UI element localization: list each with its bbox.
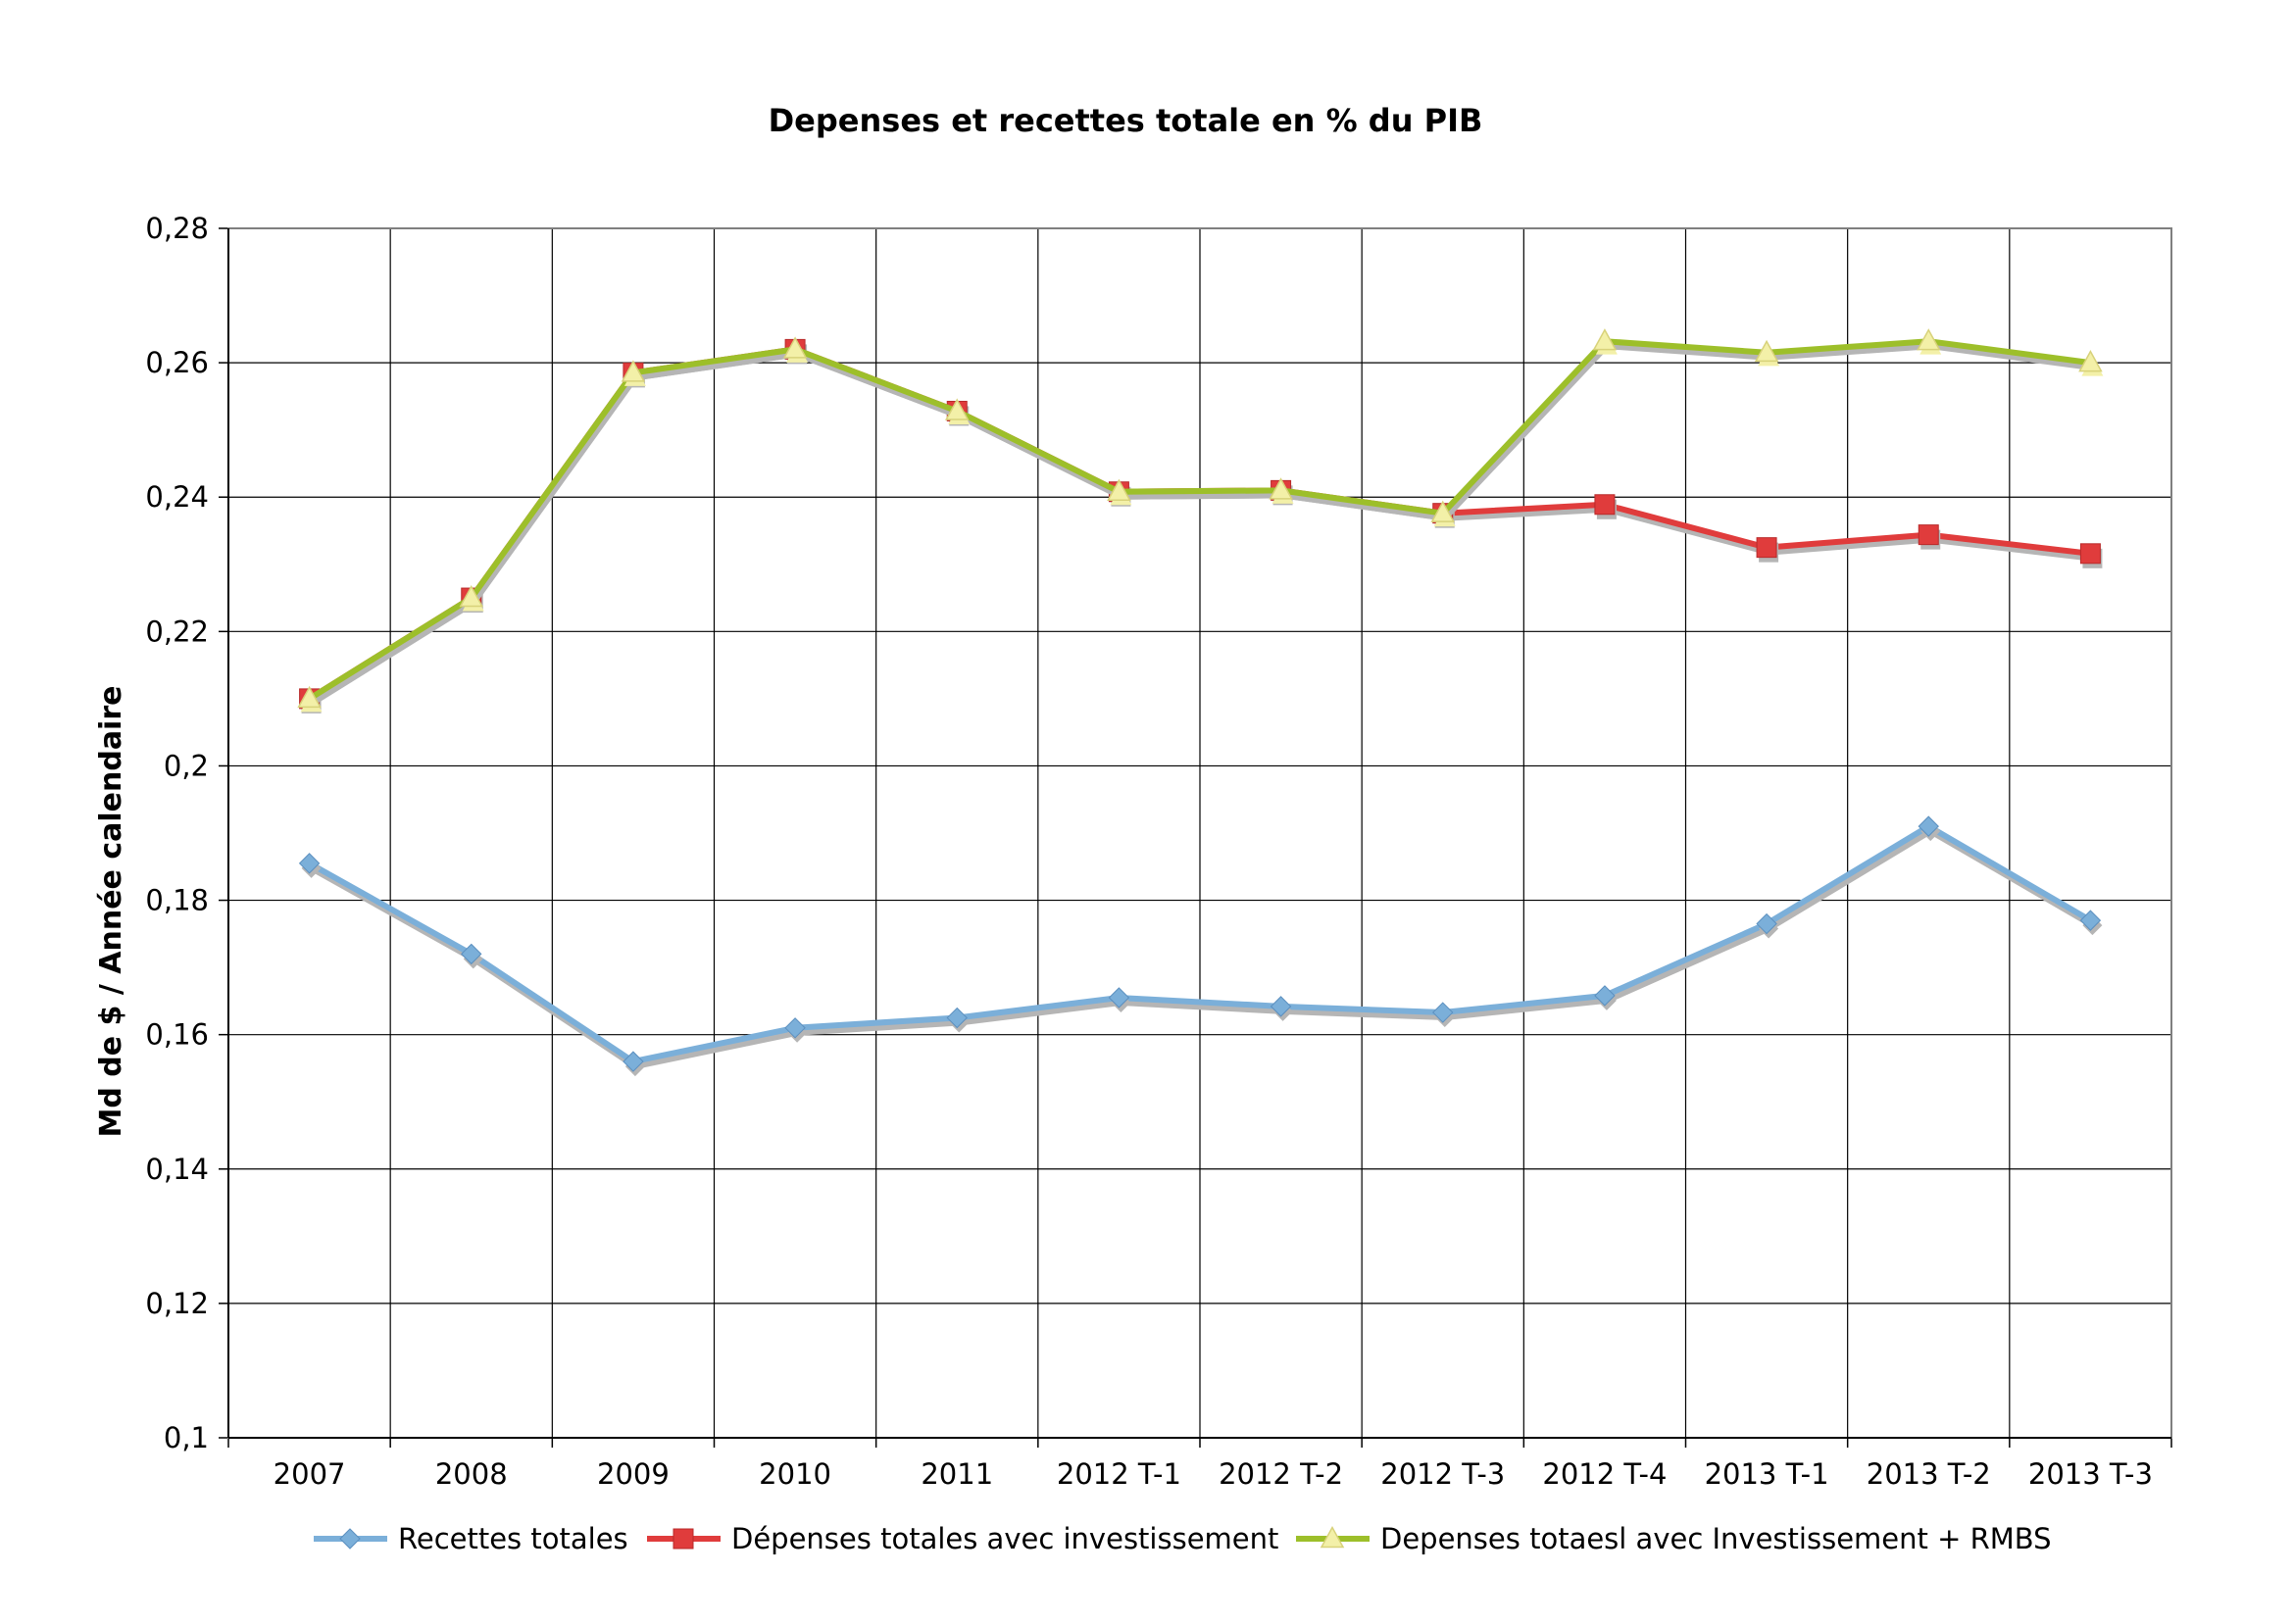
series-line-shadow (310, 343, 2093, 707)
y-tick-label: 0,16 (145, 1018, 209, 1052)
legend: Recettes totales Dépenses totales avec in… (314, 1522, 2052, 1555)
data-point (1430, 500, 1456, 522)
legend-item-3: Depenses totaesl avec Investissement + R… (1296, 1522, 2052, 1555)
series-line-shadow (310, 828, 2094, 1070)
data-point (1754, 339, 1779, 363)
data-point (1756, 912, 1777, 935)
data-point (1432, 1002, 1454, 1023)
data-point (2078, 350, 2103, 372)
legend-label: Recettes totales (398, 1522, 628, 1555)
data-point (1594, 985, 1616, 1007)
data-point (1918, 815, 1939, 837)
x-tick-label: 2008 (435, 1457, 508, 1491)
data-point (1107, 478, 1131, 501)
axes (219, 227, 2172, 1448)
y-axis-label: Md de $ / Année calendaire (94, 686, 128, 1138)
data-point (1916, 328, 1941, 351)
tick-labels: 0,1 0,12 0,14 0,16 0,18 0,2 0,22 0,24 0,26 0,28 20… (145, 212, 2152, 1491)
y-tick-label: 0,24 (145, 480, 209, 514)
legend-swatch-marker (339, 1528, 361, 1550)
data-point (2079, 543, 2101, 565)
y-tick-label: 0,12 (145, 1287, 209, 1320)
y-tick-label: 0,14 (145, 1153, 209, 1186)
data-point (946, 1007, 968, 1029)
y-tick-label: 0,22 (145, 615, 209, 648)
data-point (1592, 328, 1618, 351)
data-point (782, 336, 808, 359)
data-point (297, 685, 322, 709)
data-point (459, 584, 484, 608)
data-point (2079, 910, 2102, 931)
series-line (308, 338, 2091, 702)
data-point (1756, 537, 1777, 559)
x-tick-label: 2007 (274, 1457, 346, 1491)
chart-title: Depenses et recettes totale en % du PIB (769, 102, 1483, 139)
data-point (1108, 987, 1130, 1009)
legend-swatch-marker (1320, 1525, 1345, 1549)
data-point (298, 853, 321, 874)
legend-item-1: Recettes totales (314, 1522, 628, 1555)
y-tick-label: 0,26 (145, 346, 209, 379)
legend-label: Depenses totaesl avec Investissement + R… (1380, 1522, 2052, 1555)
legend-item-2: Dépenses totales avec investissement (647, 1522, 1278, 1555)
x-tick-label: 2013 T-3 (2028, 1457, 2153, 1491)
x-tick-label: 2011 (921, 1457, 993, 1491)
data-point (621, 360, 646, 382)
x-tick-label: 2010 (759, 1457, 831, 1491)
y-tick-label: 0,1 (164, 1421, 209, 1454)
series-line (308, 823, 2092, 1065)
data-point (461, 943, 482, 965)
x-tick-label: 2013 T-2 (1867, 1457, 1991, 1491)
y-tick-label: 0,28 (145, 212, 209, 245)
data-point (1270, 996, 1292, 1017)
x-tick-label: 2012 T-3 (1380, 1457, 1505, 1491)
series-1 (298, 815, 2103, 1077)
data-point (623, 1051, 644, 1072)
data-point (1918, 524, 1939, 546)
legend-swatch-marker (673, 1528, 694, 1550)
data-point (1594, 494, 1616, 516)
data-point (784, 1017, 806, 1039)
data-point (1269, 477, 1293, 500)
legend-label: Dépenses totales avec investissement (731, 1522, 1278, 1555)
x-tick-label: 2012 T-2 (1219, 1457, 1343, 1491)
x-tick-label: 2009 (597, 1457, 670, 1491)
data-point (944, 398, 970, 420)
x-tick-label: 2013 T-1 (1705, 1457, 1829, 1491)
series-3 (297, 328, 2104, 713)
x-tick-label: 2012 T-4 (1542, 1457, 1667, 1491)
x-tick-label: 2012 T-1 (1057, 1457, 1181, 1491)
y-tick-label: 0,18 (145, 884, 209, 917)
series (297, 328, 2104, 1077)
y-tick-label: 0,2 (164, 749, 209, 782)
